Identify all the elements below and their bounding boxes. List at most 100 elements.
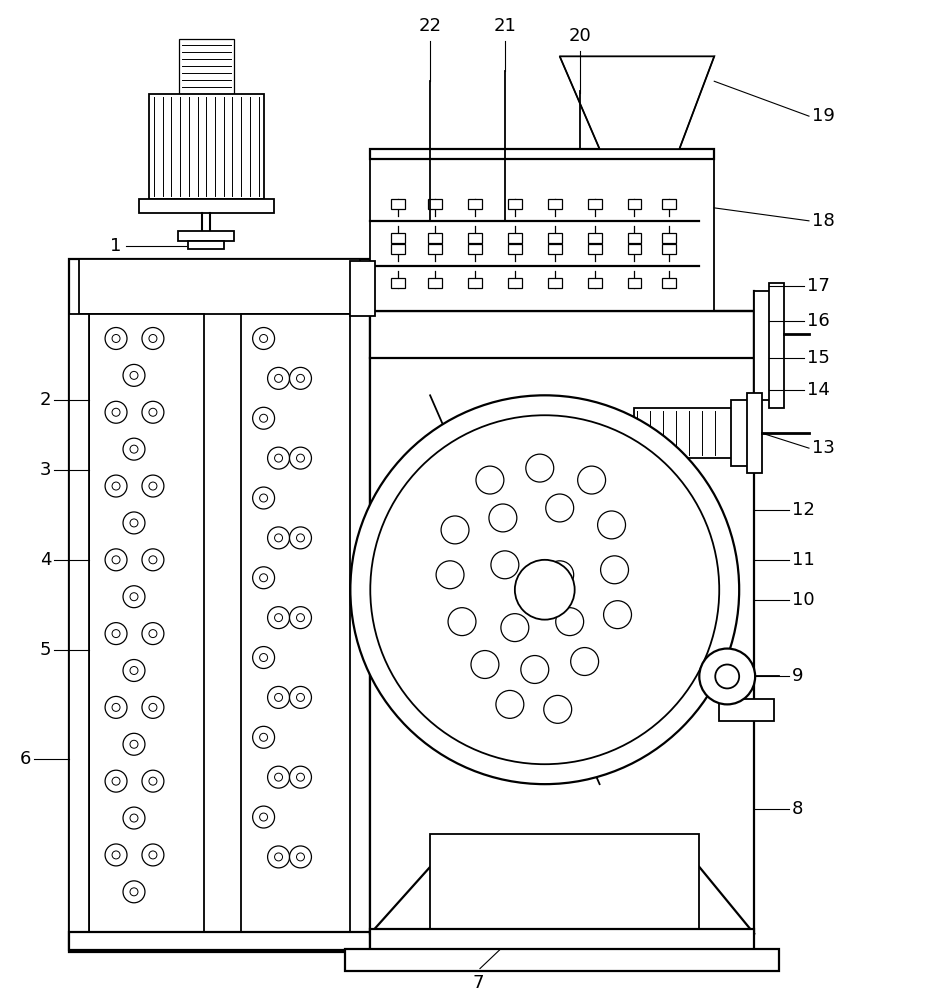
Bar	[634, 408, 734, 458]
Circle shape	[105, 844, 127, 866]
Bar	[428, 199, 442, 209]
Circle shape	[268, 607, 289, 629]
Circle shape	[578, 466, 605, 494]
Circle shape	[130, 667, 138, 674]
Bar	[468, 199, 482, 209]
Bar	[662, 233, 676, 243]
Bar	[508, 278, 522, 288]
Bar	[370, 929, 754, 951]
Circle shape	[130, 740, 138, 748]
Text: 6: 6	[20, 750, 32, 768]
Bar	[725, 648, 730, 656]
Bar	[548, 244, 562, 254]
Circle shape	[149, 703, 157, 711]
Circle shape	[105, 475, 127, 497]
Circle shape	[489, 504, 517, 532]
Circle shape	[259, 574, 268, 582]
Bar	[370, 311, 754, 934]
Circle shape	[274, 773, 283, 781]
Bar	[139, 199, 273, 213]
Polygon shape	[560, 56, 714, 149]
Bar	[588, 233, 602, 243]
Bar	[548, 233, 562, 243]
Circle shape	[142, 401, 164, 423]
Text: 17: 17	[807, 277, 830, 295]
Circle shape	[289, 686, 312, 708]
Circle shape	[268, 527, 289, 549]
Circle shape	[253, 567, 274, 589]
Circle shape	[546, 561, 574, 589]
Circle shape	[491, 551, 519, 579]
Text: 16: 16	[807, 312, 830, 330]
Bar	[628, 244, 642, 254]
Bar	[370, 156, 714, 311]
Circle shape	[274, 374, 283, 382]
Circle shape	[112, 482, 120, 490]
Text: 3: 3	[40, 461, 51, 479]
Circle shape	[149, 556, 157, 564]
Circle shape	[297, 773, 304, 781]
Bar	[149, 94, 263, 199]
Bar	[351, 261, 376, 316]
Circle shape	[289, 367, 312, 389]
Text: 10: 10	[792, 591, 815, 609]
Circle shape	[130, 519, 138, 527]
Circle shape	[253, 407, 274, 429]
Circle shape	[105, 328, 127, 349]
Circle shape	[142, 770, 164, 792]
Circle shape	[289, 607, 312, 629]
Circle shape	[289, 766, 312, 788]
Circle shape	[149, 334, 157, 342]
Circle shape	[105, 549, 127, 571]
Bar	[370, 149, 714, 159]
Circle shape	[253, 806, 274, 828]
Circle shape	[123, 660, 145, 681]
Bar	[69, 932, 370, 950]
Circle shape	[501, 614, 529, 642]
Circle shape	[253, 647, 274, 668]
Text: 8: 8	[792, 800, 804, 818]
Circle shape	[297, 454, 304, 462]
Bar	[392, 244, 405, 254]
Circle shape	[268, 846, 289, 868]
Circle shape	[598, 511, 626, 539]
Text: 18: 18	[812, 212, 835, 230]
Circle shape	[471, 651, 498, 678]
Bar	[754, 291, 772, 400]
Circle shape	[297, 374, 304, 382]
Bar	[430, 834, 699, 934]
Circle shape	[149, 777, 157, 785]
Bar	[769, 283, 784, 408]
Bar	[345, 949, 779, 971]
Circle shape	[441, 516, 469, 544]
Circle shape	[142, 549, 164, 571]
Circle shape	[259, 813, 268, 821]
Bar	[548, 278, 562, 288]
Circle shape	[289, 527, 312, 549]
Circle shape	[259, 494, 268, 502]
Bar	[719, 699, 774, 721]
Circle shape	[448, 608, 476, 636]
Circle shape	[556, 608, 584, 636]
Circle shape	[259, 654, 268, 662]
Bar	[69, 314, 89, 932]
Bar	[428, 278, 442, 288]
Circle shape	[351, 395, 739, 784]
Bar	[69, 259, 370, 952]
Circle shape	[297, 534, 304, 542]
Circle shape	[297, 853, 304, 861]
Text: 14: 14	[807, 381, 830, 399]
Circle shape	[521, 656, 549, 683]
Circle shape	[149, 482, 157, 490]
Circle shape	[274, 614, 283, 622]
Circle shape	[112, 630, 120, 638]
Bar	[508, 233, 522, 243]
Circle shape	[105, 623, 127, 645]
Circle shape	[123, 512, 145, 534]
Bar	[468, 278, 482, 288]
Circle shape	[259, 733, 268, 741]
Text: 13: 13	[812, 439, 835, 457]
Bar	[548, 199, 562, 209]
Circle shape	[525, 454, 553, 482]
Circle shape	[105, 696, 127, 718]
